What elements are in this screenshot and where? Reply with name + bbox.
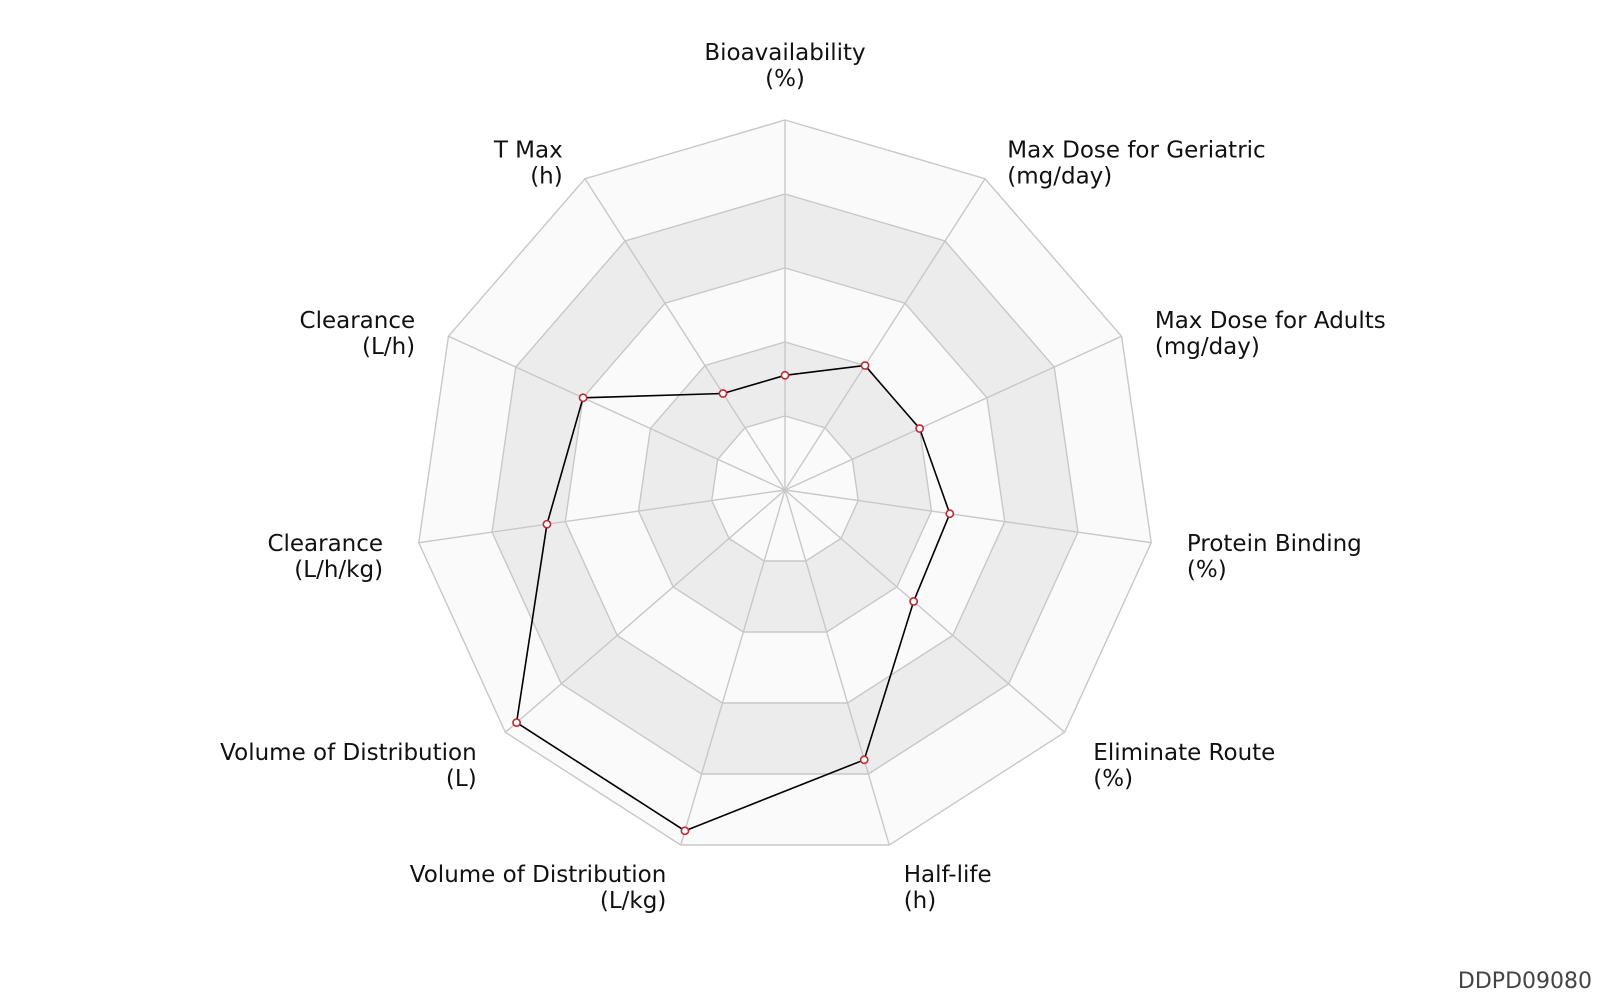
axis-label-0: Bioavailability (%) — [704, 40, 865, 92]
axis-label-7: Volume of Distribution (L) — [220, 740, 477, 792]
axis-label-2: Max Dose for Adults (mg/day) — [1155, 308, 1386, 360]
data-point-2 — [915, 424, 925, 433]
axis-label-name: Max Dose for Geriatric — [1007, 137, 1265, 163]
axis-spoke-3 — [784, 489, 1152, 544]
axis-label-name: Volume of Distribution — [220, 740, 477, 766]
axis-spokes — [418, 120, 1152, 846]
data-point-1 — [860, 361, 870, 370]
axis-spoke-10 — [584, 178, 786, 491]
footer-code: DDPD09080 — [1457, 969, 1592, 994]
data-point-8 — [542, 519, 552, 529]
axis-label-4: Eliminate Route (%) — [1093, 740, 1275, 792]
data-point-7 — [512, 718, 521, 728]
axis-label-name: Clearance — [300, 308, 416, 334]
axis-label-10: T Max (h) — [493, 137, 563, 189]
axis-spoke-7 — [504, 489, 786, 733]
axis-spoke-9 — [448, 335, 786, 491]
axis-label-unit: (h) — [530, 163, 563, 189]
axis-label-unit: (L) — [446, 766, 477, 792]
data-series — [512, 361, 955, 836]
data-point-10 — [718, 389, 728, 398]
data-point-4 — [909, 597, 919, 606]
data-point-9 — [578, 393, 588, 403]
data-point-3 — [945, 509, 955, 519]
axis-spoke-5 — [784, 489, 890, 846]
axis-label-unit: (L/h) — [362, 334, 415, 360]
axis-label-unit: (mg/day) — [1007, 163, 1112, 189]
axis-label-8: Clearance (L/h/kg) — [267, 531, 383, 583]
axis-label-name: Half-life — [904, 862, 992, 888]
axis-label-3: Protein Binding (%) — [1187, 531, 1362, 583]
axis-label-unit: (h) — [904, 888, 937, 914]
axis-spoke-8 — [418, 489, 786, 544]
axis-label-unit: (%) — [1187, 557, 1227, 583]
series-line — [515, 364, 951, 832]
axis-label-name: T Max — [493, 137, 563, 163]
axis-label-name: Bioavailability — [704, 40, 865, 66]
data-point-5 — [859, 755, 869, 765]
axis-label-unit: (L/kg) — [600, 888, 666, 914]
axis-spoke-2 — [784, 335, 1122, 491]
axis-label-name: Eliminate Route — [1093, 740, 1275, 766]
axis-label-9: Clearance (L/h) — [300, 308, 416, 360]
axis-labels: Bioavailability (%)Max Dose for Geriatric… — [220, 40, 1386, 914]
axis-spoke-6 — [680, 489, 786, 846]
axis-label-name: Max Dose for Adults — [1155, 308, 1386, 334]
axis-label-name: Protein Binding — [1187, 531, 1362, 557]
data-point-0 — [780, 370, 790, 380]
axis-spoke-4 — [784, 489, 1066, 733]
axis-label-name: Volume of Distribution — [410, 862, 667, 888]
axis-label-unit: (%) — [1093, 766, 1133, 792]
axis-label-5: Half-life (h) — [904, 862, 992, 914]
axis-label-1: Max Dose for Geriatric (mg/day) — [1007, 137, 1265, 189]
axis-label-unit: (mg/day) — [1155, 334, 1260, 360]
axis-label-unit: (%) — [765, 66, 805, 92]
axis-label-unit: (L/h/kg) — [294, 557, 383, 583]
axis-label-name: Clearance — [267, 531, 383, 557]
axis-label-6: Volume of Distribution (L/kg) — [410, 862, 667, 914]
axis-spoke-1 — [784, 178, 986, 491]
data-point-6 — [680, 826, 690, 836]
